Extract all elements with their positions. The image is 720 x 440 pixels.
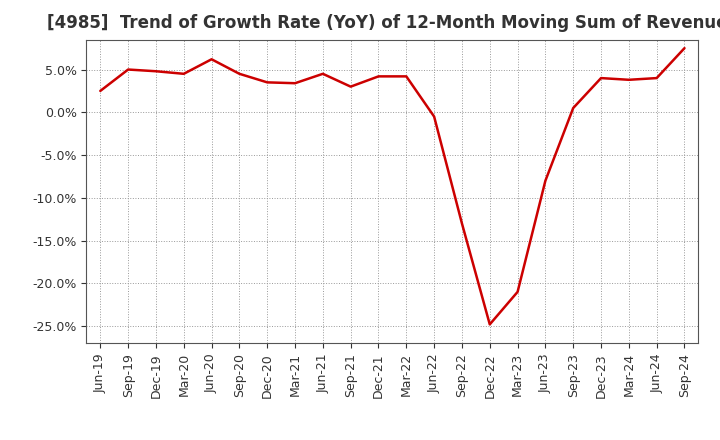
Title: [4985]  Trend of Growth Rate (YoY) of 12-Month Moving Sum of Revenues: [4985] Trend of Growth Rate (YoY) of 12-…	[48, 15, 720, 33]
